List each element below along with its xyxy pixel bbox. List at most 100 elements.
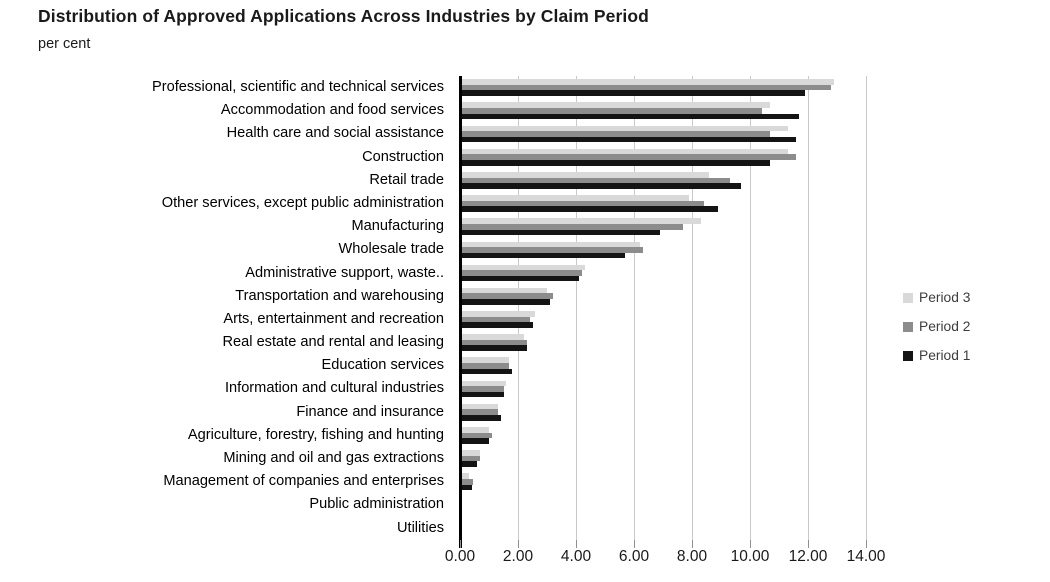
x-axis-labels: 0.00 2.00 4.00 6.00 8.00 10.00 12.00 14.00	[445, 548, 885, 568]
gridline	[517, 76, 519, 540]
legend-label: Period 2	[919, 319, 971, 334]
category-label: Information and cultural industries	[224, 380, 444, 397]
bar-period-2	[460, 84, 832, 91]
bar-period-1	[460, 136, 797, 143]
bar-period-1	[460, 322, 533, 328]
bar-period-3	[460, 264, 585, 271]
x-axis-tick-label: 4.00	[560, 548, 592, 565]
bar-group	[460, 354, 866, 377]
legend-item: Period 2	[903, 312, 970, 341]
category-label: Public administration	[309, 496, 444, 513]
gridline	[865, 76, 867, 540]
x-axis-tick	[575, 540, 577, 548]
x-axis-tick	[691, 540, 693, 548]
bar-group	[460, 401, 866, 424]
bar-period-1	[460, 90, 806, 96]
category-label: Education services	[321, 357, 445, 374]
gridline	[749, 76, 751, 540]
y-axis-line	[459, 76, 462, 548]
bar-group	[460, 192, 866, 215]
bar-period-3	[460, 195, 690, 201]
x-axis-tick-label: 8.00	[676, 548, 708, 565]
bar-group	[460, 76, 866, 99]
x-axis-tick	[459, 540, 461, 548]
bar-group	[460, 285, 866, 308]
category-label: Real estate and rental and leasing	[222, 334, 445, 351]
bar-period-3	[460, 403, 498, 410]
bar-period-2	[460, 154, 797, 160]
bar-period-1	[460, 438, 489, 444]
bar-period-1	[460, 113, 800, 120]
bar-period-1	[460, 484, 472, 491]
bar-group	[460, 122, 866, 145]
x-axis-tick	[807, 540, 809, 548]
bar-period-3	[460, 171, 710, 178]
category-label: Administrative support, waste..	[245, 264, 444, 281]
chart-title: Distribution of Approved Applications Ac…	[38, 6, 649, 26]
x-axis-tick-label: 6.00	[618, 548, 650, 565]
bar-period-3	[460, 218, 701, 224]
bar-group	[460, 377, 866, 400]
bar-group	[460, 146, 866, 169]
bar-period-2	[460, 409, 498, 416]
legend-swatch-period-1	[903, 350, 913, 361]
bar-period-3	[460, 241, 640, 248]
x-axis-tick	[865, 540, 867, 548]
bar-period-2	[460, 316, 530, 323]
x-axis-tick-label: 14.00	[846, 548, 886, 565]
bar-period-1	[460, 368, 513, 375]
bar-period-2	[460, 293, 553, 300]
chart-subtitle: per cent	[38, 36, 91, 52]
bar-period-3	[460, 450, 481, 456]
bar-period-3	[460, 311, 536, 317]
bar-period-2	[460, 432, 492, 439]
bar-period-2	[460, 223, 684, 230]
bar-period-2	[460, 363, 510, 369]
category-label: Wholesale trade	[338, 241, 444, 258]
category-label: Utilities	[396, 519, 444, 536]
x-axis-tick-label: 12.00	[788, 548, 828, 565]
bar-period-1	[460, 252, 626, 259]
bar-group	[460, 331, 866, 354]
bar-period-1	[460, 183, 742, 189]
bar-period-3	[460, 102, 771, 108]
category-label: Transportation and warehousing	[235, 287, 444, 304]
bar-period-1	[460, 206, 719, 212]
category-label: Manufacturing	[351, 218, 444, 235]
x-axis-tick	[517, 540, 519, 548]
legend-label: Period 1	[919, 348, 971, 363]
bar-rows	[460, 76, 866, 540]
bar-period-3	[460, 473, 469, 479]
category-label: Retail trade	[369, 171, 444, 188]
bar-period-1	[460, 415, 501, 421]
gridline	[807, 76, 809, 540]
gridline	[691, 76, 693, 540]
category-label: Accommodation and food services	[220, 102, 444, 119]
bar-group	[460, 447, 866, 470]
bar-group	[460, 424, 866, 447]
category-label: Other services, except public administra…	[161, 194, 444, 211]
bar-group	[460, 169, 866, 192]
x-axis-tick-label: 0.00	[444, 548, 476, 565]
bar-period-2	[460, 247, 643, 253]
legend: Period 3 Period 2 Period 1	[903, 283, 970, 370]
bar-period-1	[460, 345, 527, 352]
bar-period-1	[460, 461, 478, 467]
legend-swatch-period-2	[903, 321, 913, 332]
bar-period-2	[460, 131, 771, 137]
legend-item: Period 1	[903, 341, 970, 370]
bar-period-3	[460, 380, 507, 387]
bar-period-3	[460, 334, 524, 340]
bar-period-1	[460, 229, 661, 236]
bar-period-1	[460, 299, 550, 305]
plot-area	[459, 76, 867, 548]
bar-group	[460, 308, 866, 331]
category-label: Management of companies and enterprises	[163, 473, 444, 490]
bar-period-1	[460, 391, 504, 398]
bar-group	[460, 99, 866, 122]
bar-period-2	[460, 200, 704, 207]
bar-period-3	[460, 427, 489, 433]
category-labels: Professional, scientific and technical s…	[0, 76, 444, 540]
gridline	[633, 76, 635, 540]
bar-period-2	[460, 478, 474, 485]
